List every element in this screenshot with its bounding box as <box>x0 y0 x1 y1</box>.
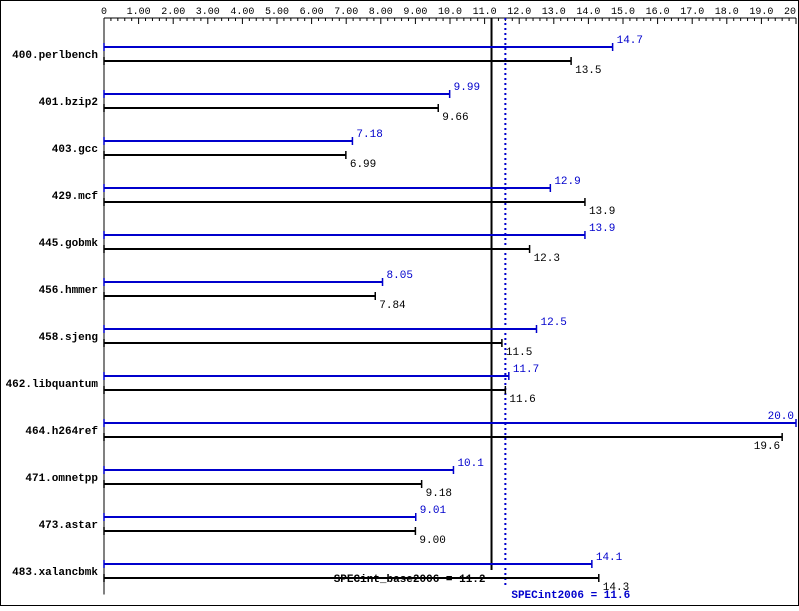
base-value: 9.66 <box>442 112 468 124</box>
axis-tick-label: 5.00 <box>265 7 289 18</box>
peak-value: 9.99 <box>454 82 480 94</box>
base-value: 19.6 <box>754 441 780 453</box>
peak-value: 14.1 <box>596 552 623 564</box>
peak-value: 8.05 <box>387 270 413 282</box>
base-value: 6.99 <box>350 159 376 171</box>
axis-tick-label: 6.00 <box>300 7 324 18</box>
axis-tick-label: 15.0 <box>611 7 635 18</box>
axis-tick-label: 4.00 <box>230 7 254 18</box>
axis-tick-label: 2.00 <box>161 7 185 18</box>
axis-tick-label: 12.0 <box>507 7 531 18</box>
axis-tick-label: 3.00 <box>196 7 220 18</box>
peak-value: 20.0 <box>768 411 794 423</box>
benchmark-row: 403.gcc 7.18 6.99 <box>52 129 383 171</box>
peak-value: 9.01 <box>420 505 447 517</box>
axis-tick-label: 10.0 <box>438 7 462 18</box>
base-value: 12.3 <box>534 253 560 265</box>
benchmark-label: 471.omnetpp <box>25 473 98 485</box>
axis-tick-label: 8.00 <box>369 7 393 18</box>
benchmark-row: 401.bzip2 9.99 9.66 <box>39 82 480 124</box>
benchmark-label: 429.mcf <box>52 191 99 203</box>
benchmark-label: 462.libquantum <box>6 379 99 391</box>
benchmark-label: 456.hmmer <box>39 285 98 297</box>
base-value: 9.18 <box>426 488 452 500</box>
axis-tick-label: 19.0 <box>749 7 773 18</box>
axis-tick-label: 14.0 <box>576 7 600 18</box>
base-value: 7.84 <box>379 300 406 312</box>
base-value: 13.5 <box>575 65 601 77</box>
benchmark-row: 400.perlbench 14.7 13.5 <box>12 35 643 77</box>
axis-tick-label: 1.00 <box>127 7 151 18</box>
benchmark-row: 445.gobmk 13.9 12.3 <box>39 223 616 265</box>
base-value: 11.5 <box>506 347 532 359</box>
summary-peak-label: SPECint2006 = 11.6 <box>511 590 630 602</box>
peak-value: 7.18 <box>356 129 382 141</box>
benchmark-label: 401.bzip2 <box>39 97 98 109</box>
base-value: 13.9 <box>589 206 615 218</box>
benchmark-label: 403.gcc <box>52 144 98 156</box>
peak-value: 10.1 <box>457 458 484 470</box>
benchmark-label: 464.h264ref <box>25 426 98 438</box>
axis-tick-label: 11.0 <box>473 7 497 18</box>
benchmark-row: 473.astar 9.01 9.00 <box>39 505 447 547</box>
axis-tick-label: 17.0 <box>680 7 704 18</box>
axis-tick-label: 16.0 <box>646 7 670 18</box>
benchmark-row: 464.h264ref 20.0 19.6 <box>25 411 796 453</box>
axis-tick-label: 9.00 <box>403 7 427 18</box>
summary-base-label: SPECint_base2006 = 11.2 <box>334 574 486 586</box>
benchmark-row: 429.mcf 12.9 13.9 <box>52 176 616 218</box>
benchmark-row: 456.hmmer 8.05 7.84 <box>39 270 413 312</box>
benchmark-label: 458.sjeng <box>39 332 98 344</box>
benchmark-label: 400.perlbench <box>12 50 98 62</box>
benchmark-label: 473.astar <box>39 520 98 532</box>
axis-tick-label: 7.00 <box>334 7 358 18</box>
base-value: 9.00 <box>419 535 445 547</box>
peak-value: 11.7 <box>513 364 539 376</box>
peak-value: 14.7 <box>617 35 643 47</box>
peak-value: 13.9 <box>589 223 615 235</box>
benchmark-row: 458.sjeng 12.5 11.5 <box>39 317 567 359</box>
peak-value: 12.5 <box>541 317 567 329</box>
axis-tick-label: 0 <box>101 7 107 18</box>
benchmark-row: 462.libquantum 11.7 11.6 <box>6 364 540 406</box>
benchmark-label: 445.gobmk <box>39 238 99 250</box>
axis-tick-label: 18.0 <box>715 7 739 18</box>
benchmark-label: 483.xalancbmk <box>12 567 98 579</box>
peak-value: 12.9 <box>554 176 580 188</box>
spec-chart: 0 1.00 2.00 3.00 4.00 5.00 6.00 7.00 8.00 9.00 10.… <box>0 0 799 606</box>
axis-tick-label: 20.0 <box>784 7 799 18</box>
benchmark-row: 483.xalancbmk14.114.3 <box>12 552 629 594</box>
benchmark-row: 471.omnetpp 10.1 9.18 <box>25 458 484 500</box>
axis-tick-label: 13.0 <box>542 7 566 18</box>
base-value: 11.6 <box>509 394 535 406</box>
